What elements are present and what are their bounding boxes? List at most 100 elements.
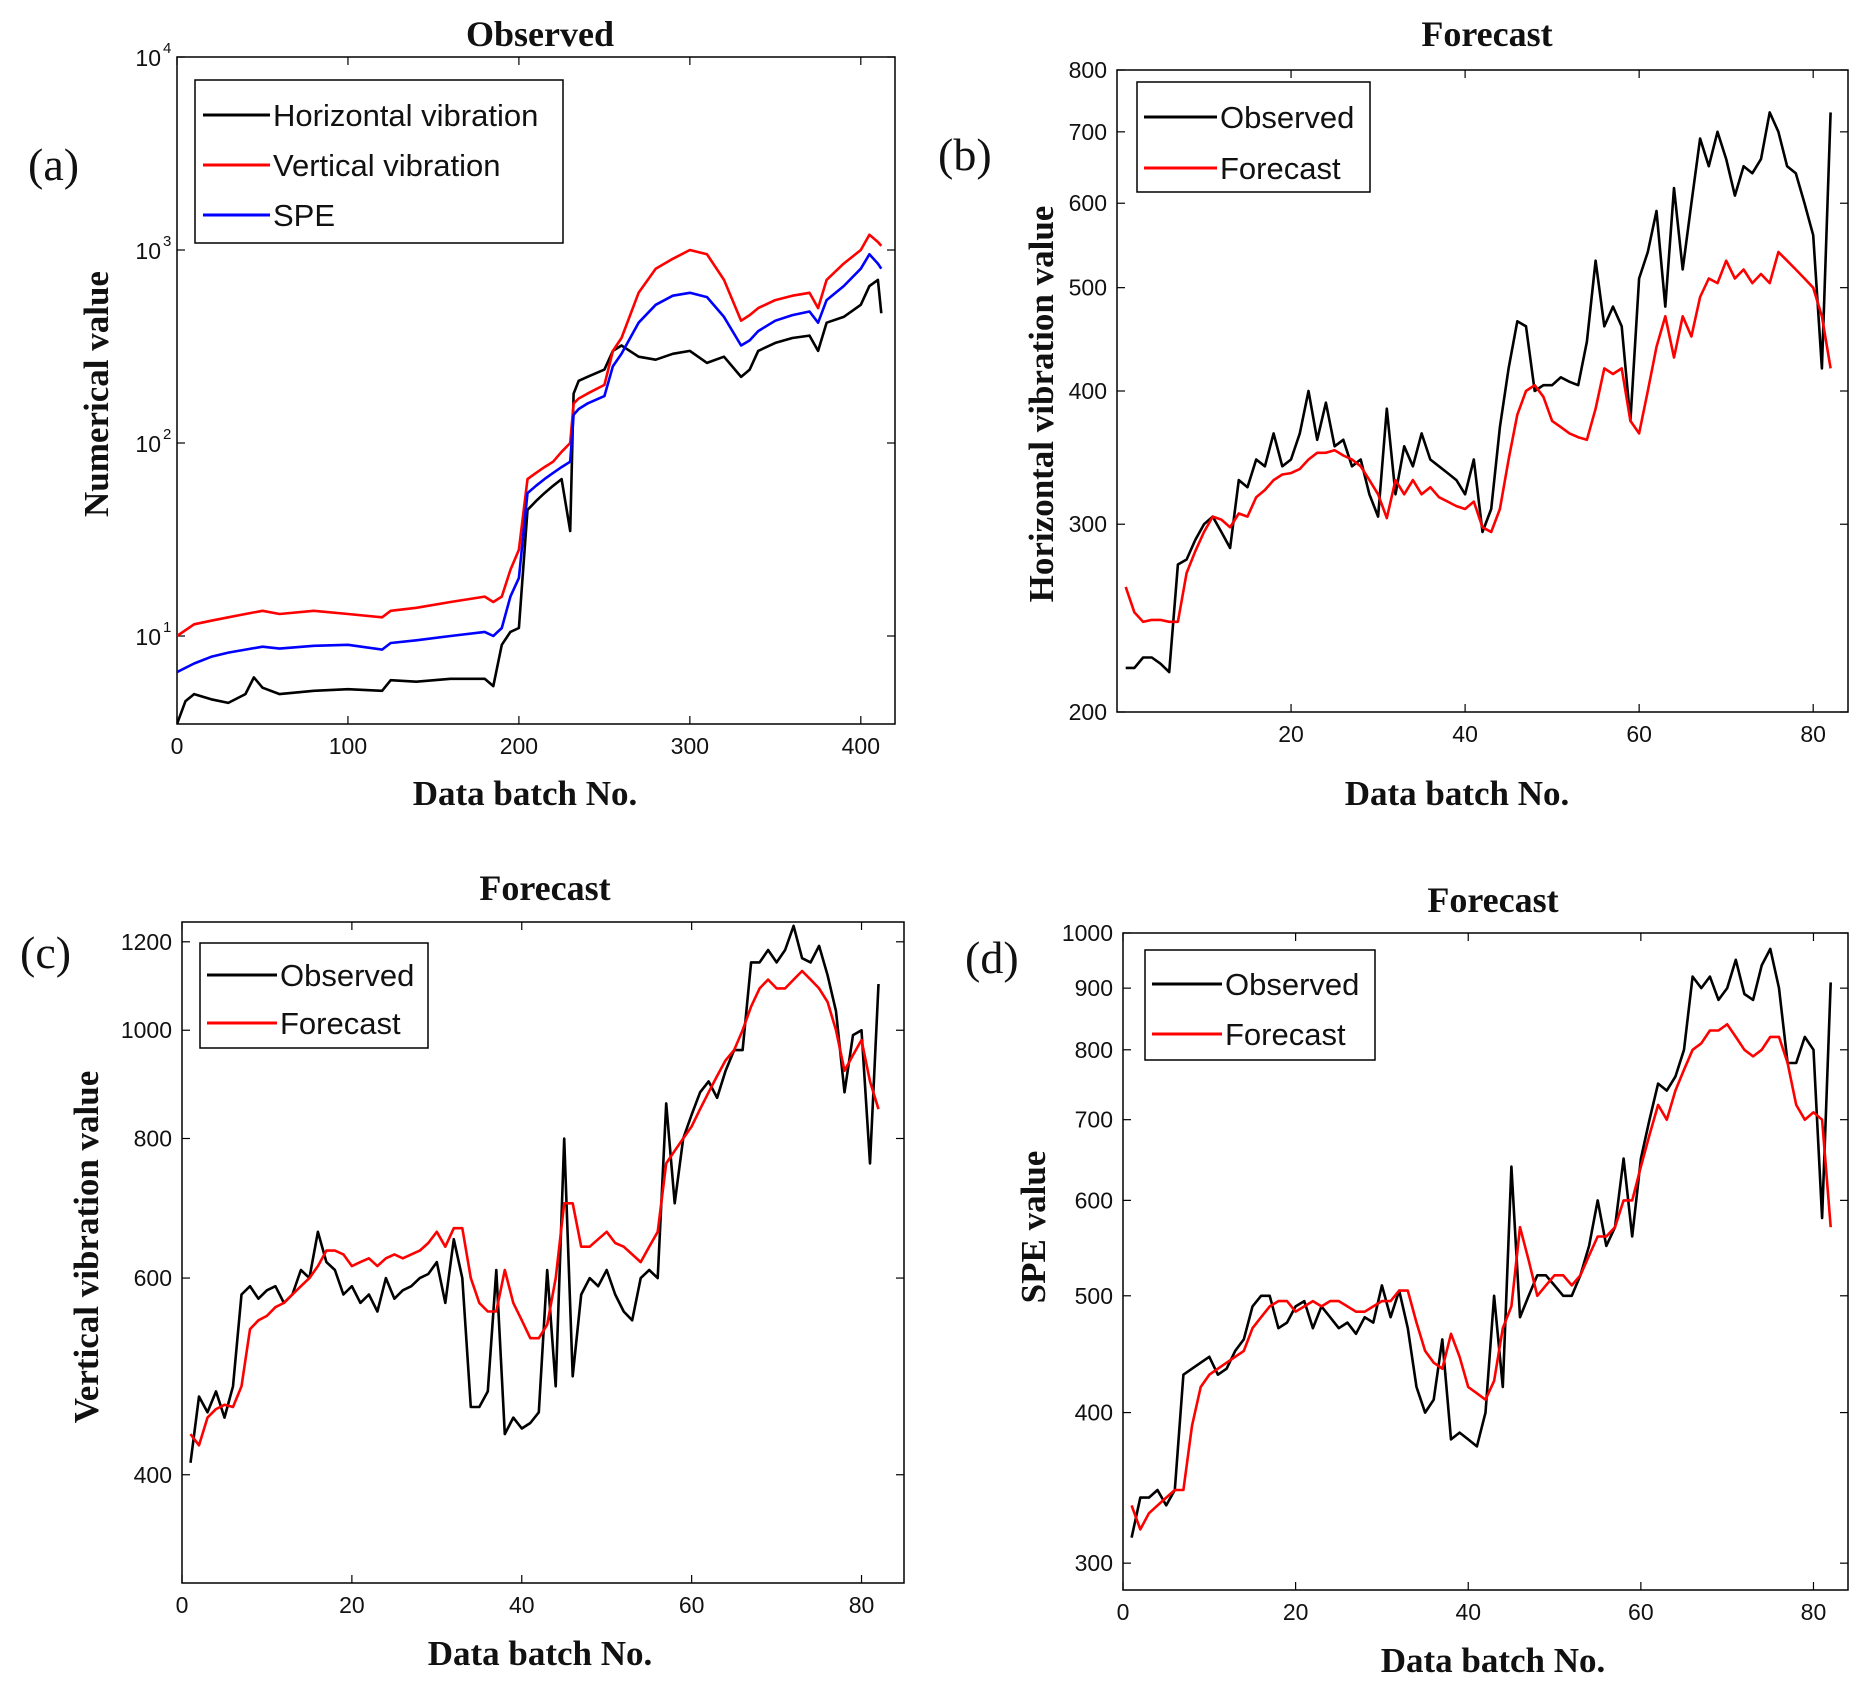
panel-d-title: Forecast (1427, 880, 1558, 920)
series-line-spe (177, 253, 883, 674)
y-tick-label: 600 (1069, 190, 1107, 216)
x-tick-label: 200 (500, 733, 538, 759)
y-tick-label: 300 (1069, 511, 1107, 537)
legend-label-forecast: Forecast (280, 1006, 401, 1041)
legend-label-forecast: Forecast (1220, 151, 1341, 186)
series-line-observed (1130, 947, 1832, 1538)
y-tick-label: 10 (135, 431, 161, 457)
panel-b-series (1124, 111, 1832, 674)
y-tick-label: 800 (1069, 57, 1107, 83)
panel-d-legend: Observed Forecast (1144, 949, 1376, 1061)
panel-b-ylabel: Horizontal vibration value (1022, 206, 1061, 603)
panel-b-legend: Observed Forecast (1136, 81, 1371, 193)
x-tick-label: 60 (679, 1592, 705, 1618)
x-tick-label: 20 (1278, 721, 1304, 747)
panel-b-x-ticks: 20 40 60 80 (1278, 70, 1826, 747)
y-tick-label: 400 (134, 1462, 172, 1488)
y-tick-label: 200 (1069, 699, 1107, 725)
panel-b-xlabel: Data batch No. (1345, 774, 1570, 813)
x-tick-label: 40 (509, 1592, 535, 1618)
x-tick-label: 0 (176, 1592, 189, 1618)
legend-box (199, 942, 429, 1049)
x-tick-label: 20 (339, 1592, 365, 1618)
panel-a-legend: Horizontal vibration Vertical vibration … (194, 79, 564, 244)
legend-label-vertical-vibration: Vertical vibration (273, 148, 500, 183)
panel-d-series (1130, 947, 1832, 1538)
y-tick-label: 10 (135, 238, 161, 264)
panel-c-ylabel: Vertical vibration value (67, 1071, 106, 1424)
x-tick-label: 80 (1800, 721, 1826, 747)
y-tick-exponent: 3 (163, 233, 171, 250)
panel-a: Observed (a) Data batch No. Numerical va… (28, 14, 896, 813)
panel-b-label: (b) (938, 129, 992, 180)
panel-c-xlabel: Data batch No. (428, 1634, 653, 1673)
panel-b-title: Forecast (1421, 14, 1552, 54)
panel-c-label: (c) (20, 927, 71, 978)
y-tick-exponent: 2 (163, 426, 171, 443)
x-tick-label: 300 (671, 733, 709, 759)
y-tick-label: 400 (1069, 378, 1107, 404)
y-tick-label: 500 (1069, 275, 1107, 301)
panel-c-plot-frame (181, 921, 905, 1584)
legend-label-forecast: Forecast (1225, 1017, 1346, 1052)
panel-b-plot-frame (1116, 69, 1849, 713)
x-tick-label: 0 (1117, 1599, 1130, 1625)
panel-c-x-ticks: 0 20 40 60 80 (176, 922, 875, 1618)
series-line-observed (189, 924, 880, 1463)
panel-a-series (177, 233, 883, 724)
panel-a-plot-frame (176, 56, 896, 725)
legend-label-horizontal-vibration: Horizontal vibration (273, 98, 538, 133)
panel-d-xlabel: Data batch No. (1381, 1641, 1606, 1680)
panel-a-xlabel: Data batch No. (413, 774, 638, 813)
legend-label-observed: Observed (1225, 967, 1359, 1002)
y-tick-exponent: 4 (163, 40, 171, 57)
series-line-forecast (1124, 250, 1832, 624)
y-tick-exponent: 1 (163, 619, 171, 636)
panel-d-plot-frame (1122, 932, 1849, 1591)
y-tick-label: 600 (1075, 1187, 1113, 1213)
x-tick-label: 60 (1628, 1599, 1654, 1625)
series-line-forecast (1130, 1023, 1832, 1531)
panel-a-x-ticks: 0 100 200 300 400 (171, 57, 880, 759)
x-tick-label: 0 (171, 733, 184, 759)
panel-c-series (189, 924, 880, 1463)
y-tick-label: 900 (1075, 975, 1113, 1001)
legend-label-observed: Observed (1220, 100, 1354, 135)
y-tick-label: 1000 (121, 1017, 172, 1043)
y-tick-label: 500 (1075, 1283, 1113, 1309)
x-tick-label: 80 (849, 1592, 875, 1618)
panel-d-x-ticks: 0 20 40 60 80 (1117, 933, 1826, 1625)
panel-a-title: Observed (466, 14, 614, 54)
x-tick-label: 40 (1452, 721, 1478, 747)
y-tick-label: 10 (135, 624, 161, 650)
panel-b-y-ticks: 200 300 400 500 600 700 800 (1069, 57, 1848, 725)
legend-label-observed: Observed (280, 958, 414, 993)
series-line-forecast (189, 969, 880, 1447)
panel-d-ylabel: SPE value (1014, 1151, 1053, 1304)
panel-d: Forecast (d) Data batch No. SPE value 0 2… (965, 880, 1849, 1680)
series-line-horizontal-vibration (177, 278, 883, 724)
y-tick-label: 10 (135, 45, 161, 71)
y-tick-label: 1000 (1062, 920, 1113, 946)
y-tick-label: 700 (1075, 1107, 1113, 1133)
x-tick-label: 20 (1283, 1599, 1309, 1625)
y-tick-label: 700 (1069, 119, 1107, 145)
y-tick-label: 1200 (121, 929, 172, 955)
x-tick-label: 40 (1455, 1599, 1481, 1625)
legend-box (1144, 949, 1376, 1061)
y-tick-label: 300 (1075, 1550, 1113, 1576)
y-tick-label: 800 (134, 1125, 172, 1151)
series-line-vertical-vibration (177, 233, 883, 638)
panel-c-legend: Observed Forecast (199, 942, 429, 1049)
y-tick-label: 400 (1075, 1400, 1113, 1426)
panel-c-title: Forecast (479, 868, 610, 908)
panel-a-label: (a) (28, 139, 79, 190)
panel-d-y-ticks: 300 400 500 600 700 800 900 1000 (1062, 920, 1848, 1576)
legend-box (1136, 81, 1371, 193)
panel-c-y-ticks: 400 600 800 1000 1200 (121, 929, 904, 1488)
panel-d-label: (d) (965, 932, 1019, 983)
legend-label-spe: SPE (273, 198, 335, 233)
y-tick-label: 800 (1075, 1037, 1113, 1063)
